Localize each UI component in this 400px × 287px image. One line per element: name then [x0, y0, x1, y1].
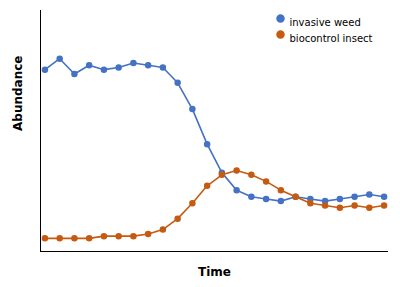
svg-text:Abundance: Abundance: [11, 56, 25, 131]
svg-text:Time: Time: [198, 265, 231, 279]
svg-text:biocontrol insect: biocontrol insect: [290, 33, 373, 44]
svg-text:invasive weed: invasive weed: [290, 17, 361, 28]
